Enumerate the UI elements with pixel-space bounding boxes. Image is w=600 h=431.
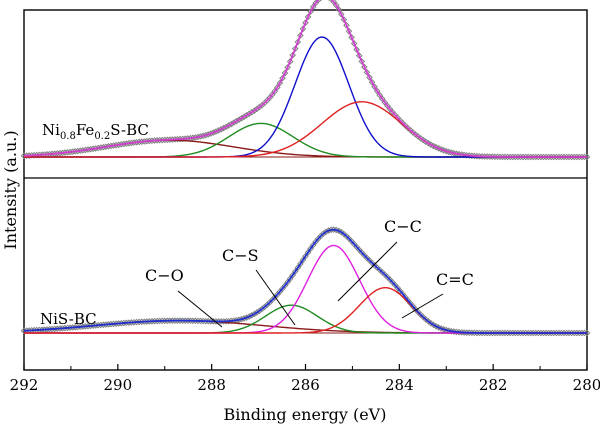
annotation-line-c-o xyxy=(177,290,223,328)
raw-data-point xyxy=(358,58,366,65)
series-label-nife-tail: S-BC xyxy=(110,121,149,139)
x-tick-label: 292 xyxy=(10,376,39,394)
annotation-line-c-s xyxy=(255,269,296,326)
series-label-nife-sub2: 0.2 xyxy=(94,131,110,142)
raw-data-point xyxy=(304,249,312,256)
raw-data-point xyxy=(302,252,309,260)
raw-data-point xyxy=(378,95,386,103)
raw-data-point xyxy=(307,245,314,252)
raw-data-point xyxy=(279,74,286,82)
raw-data-point xyxy=(338,10,345,18)
raw-data-point xyxy=(366,74,373,81)
raw-data-point xyxy=(291,268,299,275)
raw-data-point xyxy=(340,16,348,23)
raw-data-point xyxy=(289,271,297,279)
x-ticks: 292 290 288 286 284 282 280 xyxy=(10,364,600,394)
x-tick-label: 280 xyxy=(573,376,600,394)
raw-data-point xyxy=(281,69,289,77)
y-axis-label: Intensity (a.u.) xyxy=(1,130,20,249)
series-label-nife-ni: Ni xyxy=(42,121,60,139)
annotation-c-dbl-c: C=C xyxy=(436,270,474,289)
raw-data-point xyxy=(343,21,350,29)
raw-data-point xyxy=(294,38,302,46)
raw-data-point xyxy=(332,1,340,9)
raw-data-point xyxy=(353,46,360,53)
raw-data-point xyxy=(304,13,312,21)
series-label-nife-fe: Fe xyxy=(76,121,95,139)
raw-data-point xyxy=(289,51,297,59)
raw-data-point xyxy=(302,19,309,26)
envelope-fit xyxy=(23,228,587,334)
raw-data-point xyxy=(373,87,381,95)
raw-data-point xyxy=(376,91,384,99)
raw-data-point xyxy=(355,52,363,59)
raw-data-point xyxy=(345,27,353,35)
annotation-c-o: C−O xyxy=(145,266,184,285)
raw-data-point xyxy=(294,264,302,272)
series-label-nis: NiS-BC xyxy=(40,310,97,328)
curves-group xyxy=(20,0,591,337)
raw-data-point xyxy=(315,0,322,4)
raw-data-point xyxy=(297,260,304,268)
annotation-line-c-dbl-c xyxy=(401,293,444,319)
raw-data-point xyxy=(291,45,299,52)
envelope-fit xyxy=(23,0,587,158)
raw-data-point xyxy=(335,6,343,13)
annotation-c-c: C−C xyxy=(384,217,422,236)
annotations-group: C−O C−S C−C C=C xyxy=(145,217,474,328)
x-axis-label: Binding energy (eV) xyxy=(224,405,387,424)
x-tick-label: 282 xyxy=(479,376,508,394)
raw-data-point xyxy=(350,40,358,47)
raw-data-point xyxy=(286,58,294,65)
raw-data-point xyxy=(368,78,376,86)
raw-data-point xyxy=(284,64,291,71)
series-label-nife-sub1: 0.8 xyxy=(60,131,76,142)
raw-data-point xyxy=(271,87,279,95)
raw-data-point xyxy=(361,63,368,71)
annotation-c-s: C−S xyxy=(222,246,259,265)
raw-data-point xyxy=(274,84,281,91)
series-label-nife: Ni0.8Fe0.2S-BC xyxy=(42,121,149,142)
raw-data-point xyxy=(363,69,371,76)
x-tick-label: 290 xyxy=(104,376,133,394)
raw-data-point xyxy=(309,3,317,11)
raw-data-point xyxy=(307,8,314,15)
x-tick-label: 288 xyxy=(197,376,226,394)
raw-data-point xyxy=(348,34,355,41)
raw-data-point xyxy=(371,83,378,91)
plot-frame xyxy=(23,9,588,371)
x-tick-label: 286 xyxy=(291,376,320,394)
raw-data-point xyxy=(297,32,304,39)
raw-data-point xyxy=(276,79,284,87)
component-peak xyxy=(24,287,587,334)
raw-data-point xyxy=(299,25,307,33)
x-tick-label: 284 xyxy=(385,376,414,394)
annotation-line-c-c xyxy=(337,241,398,302)
raw-data-point xyxy=(299,256,307,264)
